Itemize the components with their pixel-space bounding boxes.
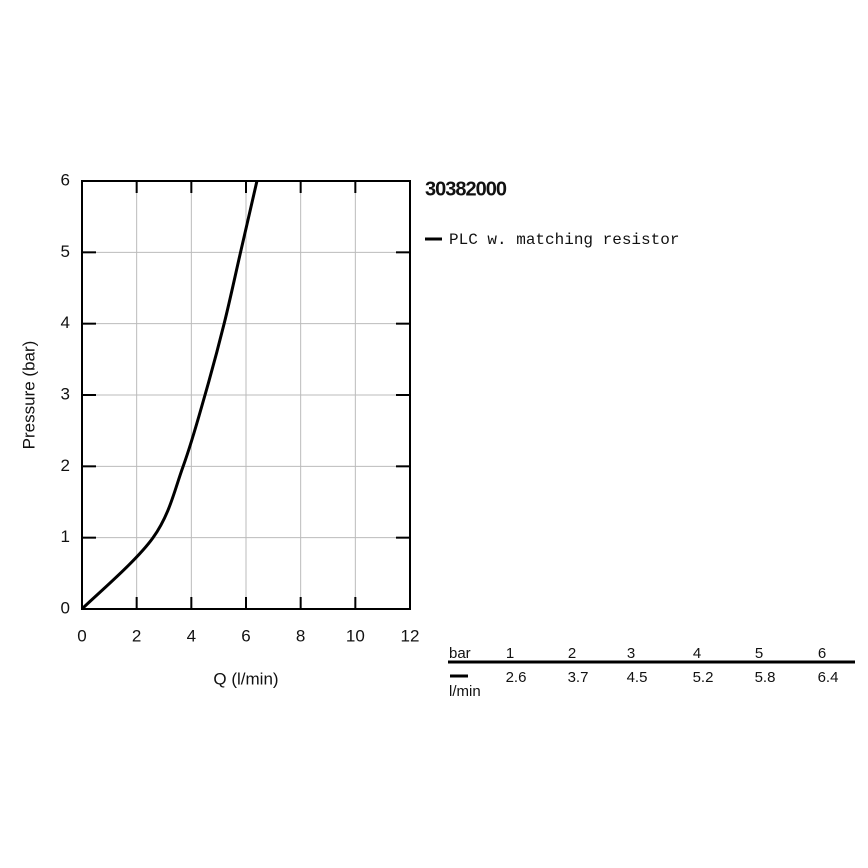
x-tick-label: 6 [241, 626, 250, 645]
y-tick-label: 3 [61, 384, 70, 403]
y-tick-label: 1 [61, 527, 70, 546]
table-cell: 4.5 [627, 669, 648, 686]
chart-title: 30382000 [425, 178, 507, 200]
x-tick-label: 8 [296, 626, 305, 645]
y-tick-label: 4 [61, 313, 70, 332]
table-cell: 5.2 [693, 669, 714, 686]
y-tick-label: 6 [61, 170, 70, 189]
table-cell: 3 [627, 645, 635, 662]
table-cell: 2 [568, 645, 576, 662]
y-axis-label: Pressure (bar) [19, 341, 38, 450]
table-cell: 4 [693, 645, 701, 662]
table-row-label: l/min [449, 683, 481, 700]
x-tick-label: 4 [187, 626, 196, 645]
table-cell: 1 [506, 645, 514, 662]
line-series [80, 180, 259, 611]
legend-label: PLC w. matching resistor [449, 231, 679, 249]
plot-frame [81, 180, 411, 610]
x-tick-label: 10 [346, 626, 365, 645]
y-tick-label: 2 [61, 456, 70, 475]
x-tick-label: 0 [77, 626, 86, 645]
x-tick-label: 12 [401, 626, 420, 645]
table-row-label: bar [449, 645, 471, 662]
table-cell: 5 [755, 645, 763, 662]
y-tick-label: 0 [61, 598, 70, 617]
x-axis-label: Q (l/min) [213, 669, 278, 688]
table-cell: 6 [818, 645, 826, 662]
table-cell: 6.4 [818, 669, 839, 686]
y-tick-label: 5 [61, 242, 70, 261]
x-tick-label: 2 [132, 626, 141, 645]
table-cell: 2.6 [506, 669, 527, 686]
table-cell: 5.8 [755, 669, 776, 686]
table-cell: 3.7 [568, 669, 589, 686]
